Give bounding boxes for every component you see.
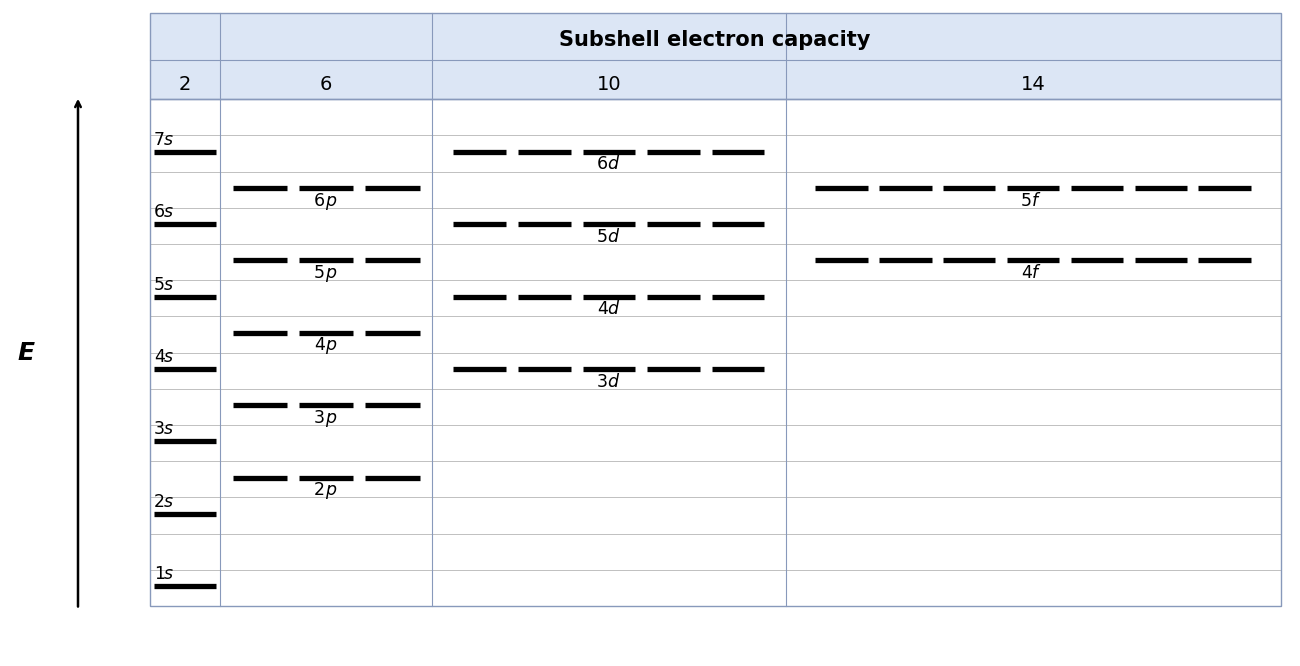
Text: s: s: [164, 420, 173, 438]
Text: s: s: [164, 493, 173, 511]
Text: p: p: [325, 336, 335, 354]
Text: s: s: [164, 276, 173, 294]
Text: 4: 4: [1020, 264, 1032, 282]
Text: d: d: [607, 155, 619, 173]
Text: d: d: [607, 228, 619, 246]
Text: 2: 2: [178, 75, 191, 94]
Text: 10: 10: [597, 75, 621, 94]
Text: 3: 3: [313, 409, 325, 427]
Text: d: d: [607, 300, 619, 318]
Text: 4: 4: [597, 300, 607, 318]
Text: f: f: [1032, 264, 1037, 282]
Text: p: p: [325, 264, 335, 282]
Text: s: s: [164, 203, 173, 221]
Text: E: E: [17, 341, 35, 365]
Text: 4: 4: [153, 348, 165, 366]
Text: d: d: [607, 372, 619, 390]
Text: p: p: [325, 409, 335, 427]
Text: f: f: [1032, 192, 1037, 210]
Text: 4: 4: [315, 336, 325, 354]
Bar: [150, 13, 1280, 99]
Text: s: s: [164, 565, 173, 583]
Text: 7: 7: [153, 131, 165, 149]
Text: p: p: [325, 481, 335, 500]
Text: s: s: [164, 348, 173, 366]
Text: 6: 6: [597, 155, 607, 173]
Text: 5: 5: [153, 276, 165, 294]
Text: p: p: [325, 192, 335, 210]
Text: 1: 1: [153, 565, 165, 583]
Text: 3: 3: [597, 372, 607, 390]
Text: 6: 6: [320, 75, 333, 94]
Text: 14: 14: [1020, 75, 1045, 94]
Text: 2: 2: [313, 481, 325, 500]
Text: 6: 6: [153, 203, 165, 221]
Text: 2: 2: [153, 493, 165, 511]
Text: 3: 3: [153, 420, 165, 438]
Text: 6: 6: [313, 192, 325, 210]
Bar: [150, 99, 1280, 606]
Text: 5: 5: [313, 264, 325, 282]
Text: 5: 5: [1020, 192, 1032, 210]
Text: s: s: [164, 131, 173, 149]
Text: 5: 5: [597, 228, 607, 246]
Text: Subshell electron capacity: Subshell electron capacity: [559, 30, 871, 50]
